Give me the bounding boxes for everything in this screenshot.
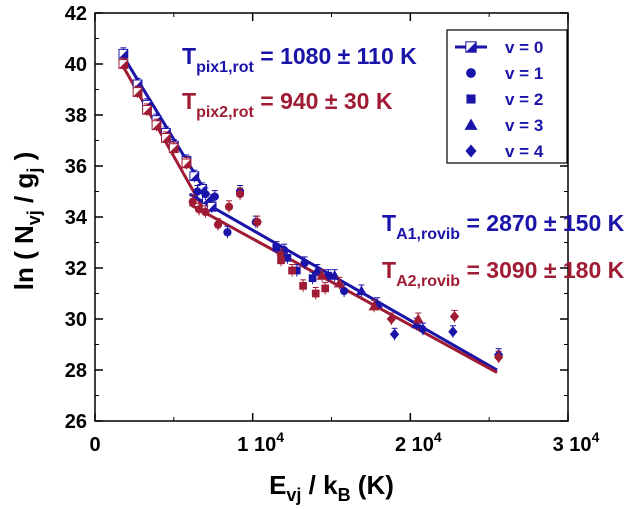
data-point bbox=[368, 300, 380, 311]
y-tick-label: 36 bbox=[65, 156, 87, 178]
data-point bbox=[412, 313, 424, 324]
data-point bbox=[288, 266, 296, 275]
annotation-pix2: Tpix2,rot = 940 ± 30 K bbox=[182, 88, 393, 121]
data-point bbox=[151, 120, 162, 131]
y-tick-label: 38 bbox=[65, 105, 87, 127]
legend-label: v = 1 bbox=[505, 64, 543, 83]
data-point bbox=[333, 277, 345, 288]
data-point bbox=[235, 189, 245, 199]
x-tick-label: 3 104 bbox=[553, 429, 600, 456]
legend-label: v = 2 bbox=[505, 90, 543, 109]
data-point bbox=[224, 202, 234, 211]
legend: v = 0 v = 1 v = 2 v = 3 v = 4 bbox=[446, 29, 568, 164]
legend-marker-circle bbox=[466, 68, 476, 78]
data-point bbox=[201, 207, 210, 217]
data-point bbox=[389, 328, 400, 340]
x-tick-label: 0 bbox=[89, 434, 100, 456]
data-point bbox=[223, 228, 232, 237]
data-point bbox=[189, 171, 200, 182]
annotations: Tpix1,rot = 1080 ± 110 K Tpix2,rot = 940 … bbox=[182, 43, 625, 290]
data-point bbox=[181, 158, 192, 169]
data-point bbox=[168, 143, 179, 154]
data-point bbox=[193, 187, 202, 196]
legend-label: v = 3 bbox=[505, 116, 543, 135]
data-point bbox=[300, 258, 309, 268]
data-point bbox=[339, 286, 349, 296]
y-tick-label: 34 bbox=[65, 207, 88, 229]
data-point bbox=[448, 326, 458, 338]
data-point bbox=[355, 285, 367, 296]
data-point bbox=[324, 271, 333, 280]
data-point bbox=[201, 189, 210, 199]
y-tick-label: 30 bbox=[65, 309, 87, 331]
legend-marker-diamond bbox=[465, 144, 477, 158]
data-point bbox=[206, 201, 217, 212]
x-tick-label: 1 104 bbox=[237, 429, 284, 456]
data-point bbox=[316, 270, 328, 280]
data-point bbox=[118, 59, 129, 69]
data-point bbox=[299, 282, 307, 290]
data-point bbox=[311, 265, 323, 275]
data-point bbox=[142, 105, 152, 115]
data-point bbox=[386, 313, 397, 325]
data-point bbox=[311, 289, 320, 298]
data-point bbox=[161, 133, 171, 143]
legend-marker-triangle bbox=[464, 118, 478, 130]
x-axis-label: Evj / kB (K) bbox=[269, 470, 394, 505]
annotation-a2: TA2,rovib = 3090 ± 180 K bbox=[382, 257, 625, 290]
fit-line-a1-rovib bbox=[188, 192, 498, 372]
data-point bbox=[283, 253, 292, 262]
y-tick-label: 32 bbox=[65, 258, 87, 280]
legend-label: v = 4 bbox=[505, 142, 544, 161]
legend-marker-square bbox=[466, 94, 476, 104]
y-tick-label: 42 bbox=[65, 3, 87, 25]
data-point bbox=[292, 266, 301, 275]
data-point bbox=[118, 48, 129, 59]
data-point bbox=[272, 243, 281, 252]
data-point bbox=[210, 192, 219, 201]
data-point bbox=[132, 87, 143, 97]
legend-label: v = 0 bbox=[505, 38, 543, 57]
y-axis-label: ln ( Nvj / gj ) bbox=[9, 152, 44, 290]
y-tick-label: 28 bbox=[65, 360, 87, 382]
y-tick-label: 40 bbox=[65, 54, 87, 76]
x-tick-label: 2 104 bbox=[395, 429, 442, 456]
data-point bbox=[449, 310, 460, 322]
data-point bbox=[321, 284, 330, 293]
data-point bbox=[308, 274, 317, 283]
plot-area bbox=[118, 47, 504, 374]
data-point bbox=[188, 197, 197, 206]
y-tick-label: 26 bbox=[65, 411, 87, 433]
data-point bbox=[253, 217, 262, 227]
data-point bbox=[213, 220, 223, 229]
data-point bbox=[194, 205, 204, 214]
data-point bbox=[418, 323, 428, 335]
annotation-a1: TA1,rovib = 2870 ± 150 K bbox=[382, 210, 625, 243]
legend-marker-v0 bbox=[465, 41, 477, 53]
data-point bbox=[493, 351, 504, 363]
data-point bbox=[411, 318, 423, 329]
annotation-pix1: Tpix1,rot = 1080 ± 110 K bbox=[182, 43, 417, 76]
data-point bbox=[277, 256, 285, 265]
